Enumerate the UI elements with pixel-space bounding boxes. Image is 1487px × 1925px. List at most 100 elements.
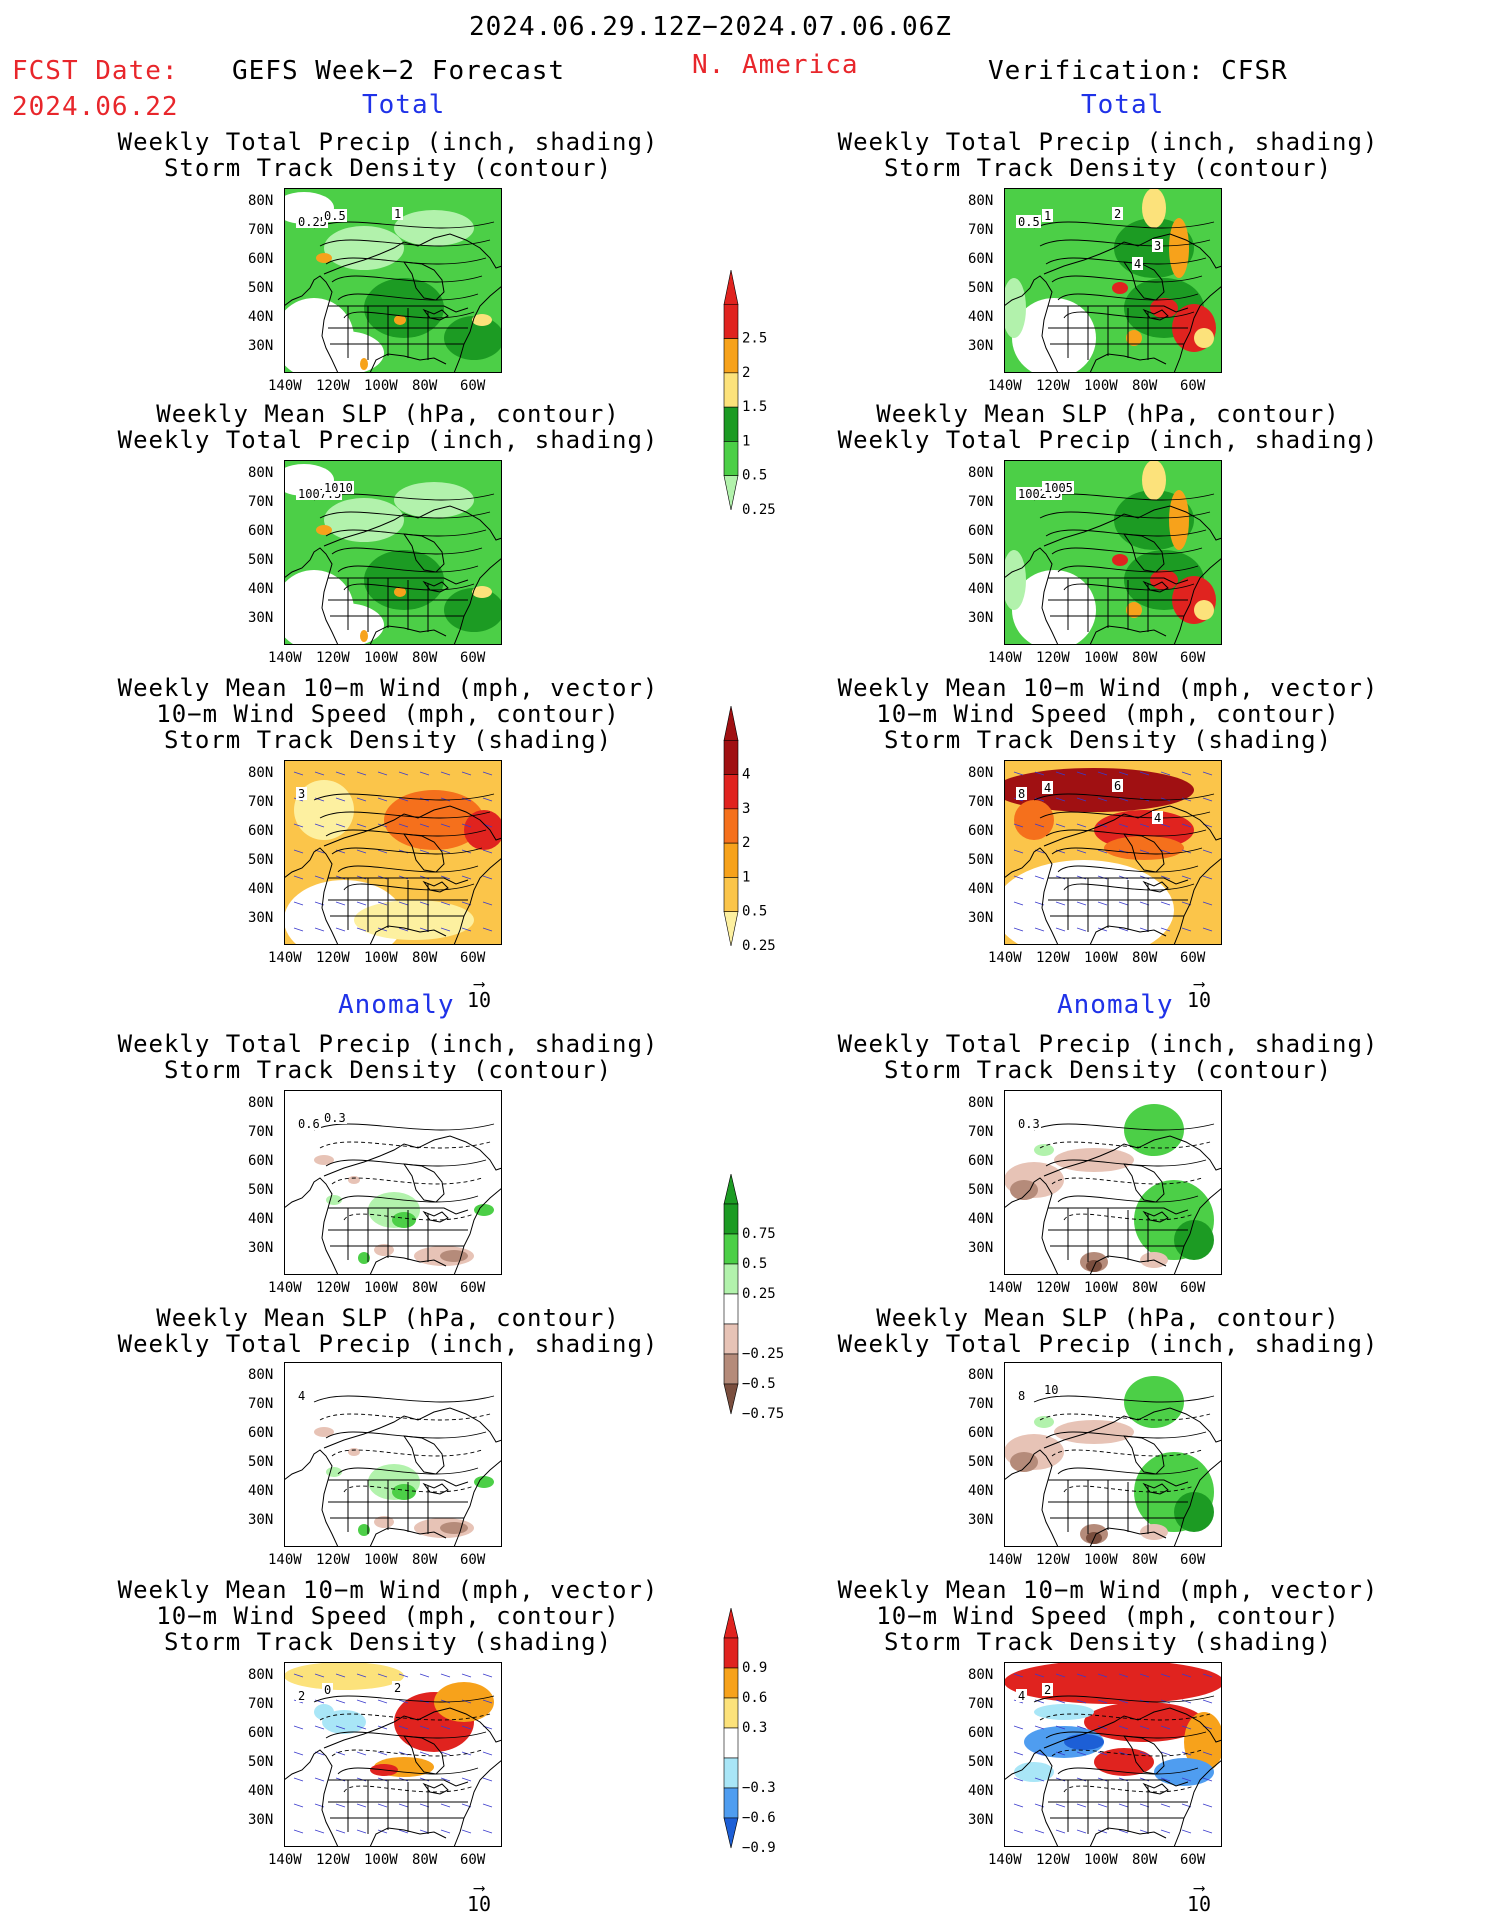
wind-vector — [1202, 1751, 1213, 1756]
wind-vector — [1160, 771, 1171, 776]
wind-vector — [335, 1829, 346, 1834]
map-boundary — [328, 1208, 468, 1262]
contour-label: 1005 — [1044, 481, 1073, 495]
lat-label: 40N — [248, 1483, 274, 1499]
lon-label: 100W — [364, 1852, 398, 1868]
contour-label: 4 — [1044, 781, 1051, 795]
lat-label: 40N — [248, 581, 274, 597]
contour-line — [325, 829, 487, 837]
lon-label: 140W — [268, 378, 302, 394]
colorbar-label: 0.3 — [742, 1720, 767, 1736]
wind-vector — [419, 1751, 430, 1756]
contour-line — [1057, 1195, 1199, 1203]
shade-area — [1004, 1662, 1222, 1704]
wind-vector — [1013, 823, 1024, 828]
wind-vector — [293, 1673, 304, 1678]
map-boundary — [422, 580, 449, 593]
wind-vector — [1034, 1673, 1045, 1678]
map-fc-anom-slp: 4 — [284, 1362, 502, 1547]
contour-line — [1039, 1141, 1211, 1149]
wind-vector — [356, 1699, 367, 1704]
contour-label-bg — [296, 215, 328, 228]
map-frame — [1004, 760, 1222, 945]
map-boundary — [422, 880, 449, 893]
wind-vector — [1013, 1777, 1024, 1782]
shade-area — [1174, 1492, 1214, 1532]
shade-area — [348, 1448, 360, 1456]
wind-vector — [1034, 1829, 1045, 1834]
shade-area — [1054, 1148, 1134, 1172]
map-boundary — [1142, 1782, 1169, 1795]
contour-label: 0.25 — [298, 215, 327, 229]
shade-area — [1014, 800, 1054, 840]
wind-vector — [398, 1803, 409, 1808]
map-boundary — [1043, 505, 1222, 547]
lat-label: 70N — [248, 1124, 274, 1140]
wind-vector — [440, 901, 451, 906]
title-fc-total-slp-1: Weekly Mean SLP (hPa, contour) — [156, 400, 620, 428]
wind-vector — [293, 1777, 304, 1782]
map-panel-fc-anom-precip: 0.6 0.3 80N 70N 60N 50N 40N 30N 140W 120W 100W 80W 6… — [248, 1090, 502, 1295]
colorbar-storm-total-svg: 4 3 2 1 0.5 0.25 — [723, 705, 776, 954]
colorbar-storm-anom: 0.9 0.6 0.3 −0.3 −0.6 −0.9 — [720, 1607, 800, 1902]
lat-label: 70N — [248, 1696, 274, 1712]
shade-area — [392, 1484, 416, 1500]
shade-area — [358, 1524, 370, 1536]
wind-vector — [356, 1803, 367, 1808]
fcst-date-value: 2024.06.22 — [12, 92, 179, 122]
map-fc-total-wind: 3 — [284, 760, 502, 945]
map-boundary — [1048, 1480, 1188, 1534]
map-boundary — [323, 1135, 502, 1177]
lon-label: 60W — [460, 1552, 486, 1568]
lat-label: 80N — [968, 765, 994, 781]
lat-label: 50N — [968, 552, 994, 568]
map-boundary — [1173, 1459, 1222, 1547]
lat-label: 40N — [968, 1211, 994, 1227]
lat-label: 60N — [968, 823, 994, 839]
lat-label: 50N — [968, 852, 994, 868]
map-vf-anom-precip: 0.3 — [1004, 1090, 1222, 1275]
wind-vector — [1160, 1751, 1171, 1756]
title-vf-total-precip-2: Storm Track Density (contour) — [883, 154, 1333, 182]
shade-area — [316, 253, 332, 263]
wind-vector — [1181, 875, 1192, 880]
wind-vector — [293, 1725, 304, 1730]
contour-line — [325, 1731, 487, 1739]
contour-label: 6 — [1114, 779, 1121, 793]
shade-area — [360, 358, 368, 370]
contour-line — [319, 239, 491, 247]
wind-vector — [1160, 901, 1171, 906]
shade-area — [1004, 550, 1026, 610]
wind-vector — [1097, 771, 1108, 776]
lon-label: 80W — [412, 1552, 438, 1568]
contour-line — [319, 1413, 491, 1421]
contour-label: 3 — [1154, 239, 1161, 253]
lat-label: 30N — [248, 910, 274, 926]
map-boundary — [328, 1480, 468, 1534]
lat-label: 60N — [248, 823, 274, 839]
map-boundary — [1089, 1255, 1167, 1275]
shade-area — [434, 1682, 494, 1722]
wind-vector — [461, 1829, 472, 1834]
map-boundary — [1004, 847, 1059, 945]
map-boundary — [284, 547, 339, 645]
map-boundary — [1122, 1435, 1165, 1475]
colorbar-segment — [723, 774, 739, 810]
map-boundary — [323, 1407, 502, 1449]
wind-vector — [1202, 771, 1213, 776]
contour-line — [1051, 847, 1203, 855]
shade-area — [464, 810, 502, 850]
wind-vector — [440, 797, 451, 802]
wind-vector — [1160, 797, 1171, 802]
wind-vector — [398, 771, 409, 776]
colorbar-segment — [723, 303, 739, 339]
colorbar-segment — [723, 1727, 739, 1759]
lon-label: 120W — [1036, 650, 1070, 666]
lat-label: 70N — [248, 222, 274, 238]
contour-label-bg — [1042, 1683, 1053, 1696]
shade-area — [392, 1212, 416, 1228]
lon-label: 60W — [1180, 378, 1206, 394]
wind-vector — [1034, 1777, 1045, 1782]
lon-label: 120W — [316, 950, 350, 966]
